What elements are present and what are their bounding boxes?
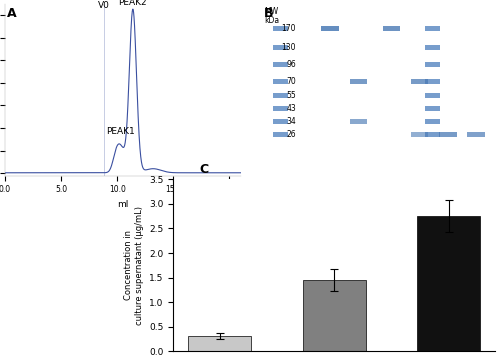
Bar	[273, 106, 288, 111]
Bar	[425, 132, 440, 137]
Text: 96: 96	[286, 60, 296, 69]
Text: scFv: scFv	[451, 200, 473, 210]
Text: R: R	[473, 182, 480, 192]
Bar	[439, 132, 456, 137]
Bar	[382, 26, 400, 31]
Bar	[273, 119, 288, 124]
Bar	[273, 80, 288, 84]
Text: NR: NR	[442, 182, 454, 192]
Bar	[350, 119, 367, 124]
Text: 70: 70	[286, 77, 296, 86]
Bar	[273, 132, 288, 137]
Bar	[468, 132, 485, 137]
Y-axis label: Concentration in
culture supernatant (µg/mL): Concentration in culture supernatant (µg…	[124, 206, 144, 325]
Bar	[425, 26, 440, 31]
Text: 34: 34	[286, 117, 296, 126]
Bar	[425, 106, 440, 111]
Bar	[273, 62, 288, 67]
Bar	[322, 26, 339, 31]
X-axis label: ml: ml	[117, 200, 128, 209]
Text: B: B	[264, 7, 274, 20]
Text: NR: NR	[385, 182, 398, 192]
Bar	[425, 93, 440, 98]
Text: PEAK2: PEAK2	[118, 0, 147, 7]
Bar	[302, 280, 366, 351]
Text: NR: NR	[324, 182, 336, 192]
Text: 43: 43	[286, 104, 296, 113]
Bar	[418, 216, 480, 351]
Text: 130: 130	[282, 43, 296, 52]
Bar	[411, 132, 428, 137]
Bar	[425, 119, 440, 124]
Text: 55: 55	[286, 91, 296, 100]
Text: R: R	[355, 182, 362, 192]
Text: mAb1: mAb1	[330, 200, 358, 210]
Text: V0: V0	[98, 1, 110, 10]
Text: 170: 170	[282, 24, 296, 33]
Text: C: C	[199, 163, 208, 176]
Text: J43: J43	[398, 200, 413, 210]
Bar	[411, 80, 428, 84]
Bar	[273, 45, 288, 50]
Bar	[188, 336, 251, 351]
Bar	[425, 80, 440, 84]
Bar	[425, 62, 440, 67]
Text: A: A	[8, 7, 17, 20]
Text: 26: 26	[286, 130, 296, 139]
Bar	[350, 80, 367, 84]
Bar	[425, 45, 440, 50]
Bar	[273, 93, 288, 98]
Bar	[273, 26, 288, 31]
Text: kDa: kDa	[264, 16, 280, 24]
Text: PEAK1: PEAK1	[106, 127, 135, 136]
Text: R: R	[416, 182, 422, 192]
Text: MW: MW	[264, 7, 278, 16]
